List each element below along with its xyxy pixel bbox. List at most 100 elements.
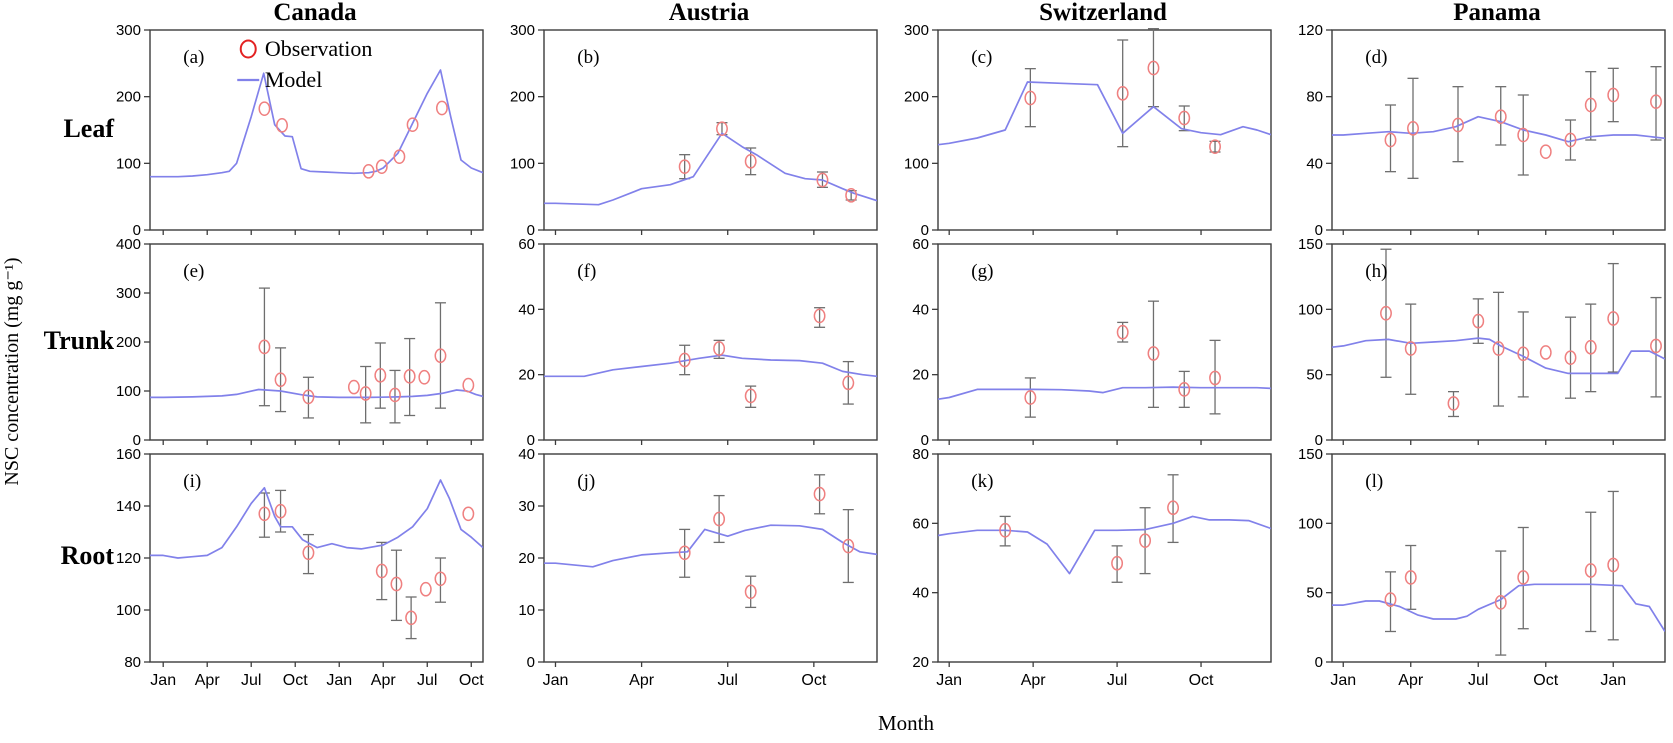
svg-text:0: 0: [527, 222, 535, 236]
panel-letter: (e): [183, 261, 204, 282]
svg-text:10: 10: [518, 602, 535, 619]
panel-b: 0 100 200 300 (b): [486, 22, 880, 236]
panel-letter: (h): [1365, 261, 1387, 282]
svg-text:150: 150: [1298, 236, 1323, 253]
svg-text:Observation: Observation: [265, 36, 373, 61]
panel-letter: (g): [971, 261, 993, 282]
svg-text:Oct: Oct: [459, 672, 484, 689]
svg-text:0: 0: [1315, 654, 1323, 671]
panel-letter: (j): [577, 471, 595, 492]
row-label-root: Root: [60, 541, 114, 570]
panel-j: 0 10 20 30 40 Jan Apr Jul Oct (j): [486, 446, 880, 696]
svg-text:200: 200: [510, 89, 535, 106]
svg-text:0: 0: [921, 222, 929, 236]
panel-letter: (f): [577, 261, 596, 282]
svg-text:80: 80: [124, 654, 141, 671]
svg-text:20: 20: [912, 367, 929, 384]
column-title-austria: Austria: [668, 0, 750, 26]
svg-text:0: 0: [527, 654, 535, 671]
svg-text:140: 140: [116, 498, 141, 515]
svg-text:160: 160: [116, 446, 141, 463]
svg-text:Oct: Oct: [1533, 672, 1558, 689]
svg-text:60: 60: [912, 515, 929, 532]
svg-text:Apr: Apr: [195, 672, 221, 689]
svg-text:40: 40: [912, 301, 929, 318]
svg-text:200: 200: [116, 89, 141, 106]
svg-text:Apr: Apr: [1398, 672, 1424, 689]
svg-text:40: 40: [518, 301, 535, 318]
svg-text:40: 40: [1306, 155, 1323, 172]
row-label-trunk: Trunk: [43, 326, 114, 355]
svg-text:20: 20: [518, 550, 535, 567]
svg-text:120: 120: [1298, 22, 1323, 39]
svg-text:400: 400: [116, 236, 141, 253]
svg-text:100: 100: [1298, 301, 1323, 318]
panel-e: 0 100 200 300 400 (e): [92, 236, 486, 446]
svg-text:100: 100: [116, 602, 141, 619]
panel-letter: (c): [971, 47, 992, 68]
x-axis-label: Month: [877, 711, 934, 735]
svg-text:Jan: Jan: [1600, 672, 1626, 689]
svg-text:0: 0: [133, 222, 141, 236]
svg-text:Jul: Jul: [241, 672, 261, 689]
svg-text:Apr: Apr: [629, 672, 655, 689]
svg-text:0: 0: [527, 432, 535, 446]
column-title-switzerland: Switzerland: [1039, 0, 1167, 26]
svg-text:200: 200: [904, 89, 929, 106]
panel-letter: (l): [1365, 471, 1383, 492]
svg-text:150: 150: [1298, 446, 1323, 463]
svg-text:Jul: Jul: [1468, 672, 1488, 689]
svg-text:Model: Model: [265, 67, 322, 92]
panel-i: 80 100 120 140 160 Jan Apr Jul Oct Jan Apr Jul Oct (i…: [92, 446, 486, 696]
svg-text:80: 80: [912, 446, 929, 463]
panel-a: 0 100 200 300 (a) Observation Model: [92, 22, 486, 236]
svg-text:0: 0: [1315, 432, 1323, 446]
svg-text:60: 60: [518, 236, 535, 253]
svg-text:100: 100: [510, 155, 535, 172]
svg-text:Jul: Jul: [417, 672, 437, 689]
svg-text:20: 20: [912, 654, 929, 671]
panel-c: 0 100 200 300 (c): [880, 22, 1274, 236]
panel-f: 0 20 40 60 (f): [486, 236, 880, 446]
panel-letter: (i): [183, 471, 201, 492]
panel-h: 0 50 100 150 (h): [1274, 236, 1668, 446]
svg-text:30: 30: [518, 498, 535, 515]
svg-text:80: 80: [1306, 89, 1323, 106]
svg-text:Jan: Jan: [1330, 672, 1356, 689]
panel-letter: (d): [1365, 47, 1387, 68]
svg-text:50: 50: [1306, 585, 1323, 602]
svg-text:Oct: Oct: [283, 672, 308, 689]
svg-text:100: 100: [116, 383, 141, 400]
panel-letter: (a): [183, 47, 204, 68]
svg-text:100: 100: [116, 155, 141, 172]
svg-text:40: 40: [912, 585, 929, 602]
svg-text:200: 200: [116, 334, 141, 351]
svg-text:60: 60: [912, 236, 929, 253]
column-titles: Canada Austria Switzerland Panama: [92, 0, 1668, 26]
panel-k: 20 40 60 80 Jan Apr Jul Oct (k): [880, 446, 1274, 696]
panel-l: 0 50 100 150 Jan Apr Jul Oct Jan (l): [1274, 446, 1668, 696]
svg-text:0: 0: [921, 432, 929, 446]
svg-text:300: 300: [116, 285, 141, 302]
svg-text:Jul: Jul: [1107, 672, 1127, 689]
svg-text:50: 50: [1306, 367, 1323, 384]
panel-letter: (k): [971, 471, 993, 492]
svg-text:0: 0: [133, 432, 141, 446]
svg-text:100: 100: [1298, 515, 1323, 532]
row-labels: Leaf Trunk Root: [0, 22, 116, 696]
legend: Observation Model: [237, 36, 372, 92]
svg-text:120: 120: [116, 550, 141, 567]
svg-text:0: 0: [1315, 222, 1323, 236]
svg-text:Jan: Jan: [150, 672, 176, 689]
panel-g: 0 20 40 60 (g): [880, 236, 1274, 446]
svg-text:Apr: Apr: [371, 672, 397, 689]
panel-letter: (b): [577, 47, 599, 68]
panel-d: 0 40 80 120 (d): [1274, 22, 1668, 236]
svg-text:100: 100: [904, 155, 929, 172]
svg-text:Oct: Oct: [1189, 672, 1214, 689]
column-title-panama: Panama: [1453, 0, 1541, 26]
svg-text:300: 300: [510, 22, 535, 39]
svg-text:Apr: Apr: [1021, 672, 1047, 689]
svg-text:300: 300: [904, 22, 929, 39]
